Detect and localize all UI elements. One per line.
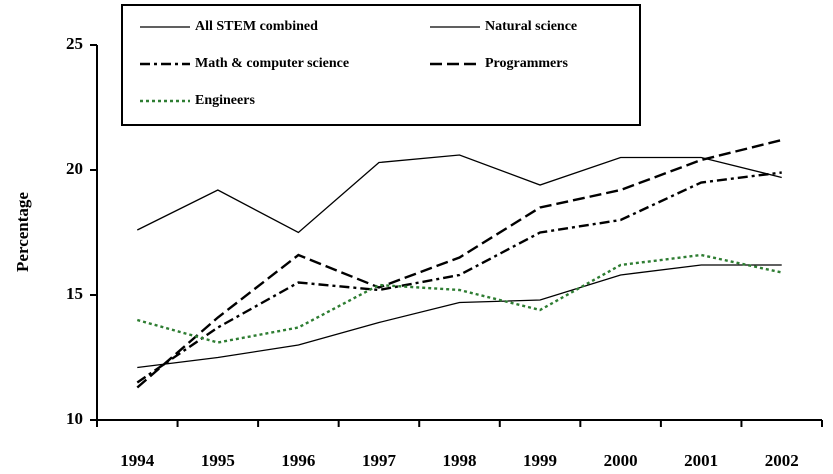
x-tick-label: 2000 [604, 451, 638, 470]
legend: All STEM combined Natural science Math & c… [121, 4, 641, 126]
y-tick-label: 20 [66, 159, 83, 178]
x-tick-label: 2001 [684, 451, 718, 470]
legend-label: Programmers [485, 56, 568, 71]
y-axis-label: Percentage [13, 192, 32, 272]
legend-label: All STEM combined [195, 19, 318, 34]
series-line [136, 138, 783, 389]
x-tick-label: 1995 [201, 451, 235, 470]
x-tick-label: 2002 [765, 451, 799, 470]
legend-box [121, 4, 641, 126]
series-line [137, 264, 782, 369]
series-line [136, 154, 782, 234]
y-tick-label: 25 [66, 34, 83, 53]
x-tick-label: 1997 [362, 451, 397, 470]
y-tick-label: 15 [66, 284, 83, 303]
y-tick-label: 10 [66, 409, 83, 428]
legend-label: Math & computer science [195, 56, 349, 71]
legend-label: Engineers [195, 93, 255, 108]
x-tick-label: 1998 [443, 451, 477, 470]
x-tick-label: 1994 [120, 451, 155, 470]
series-line [136, 171, 782, 384]
x-tick-label: 1999 [523, 451, 557, 470]
series-line [136, 253, 782, 344]
x-tick-label: 1996 [281, 451, 315, 470]
legend-label: Natural science [485, 19, 577, 34]
